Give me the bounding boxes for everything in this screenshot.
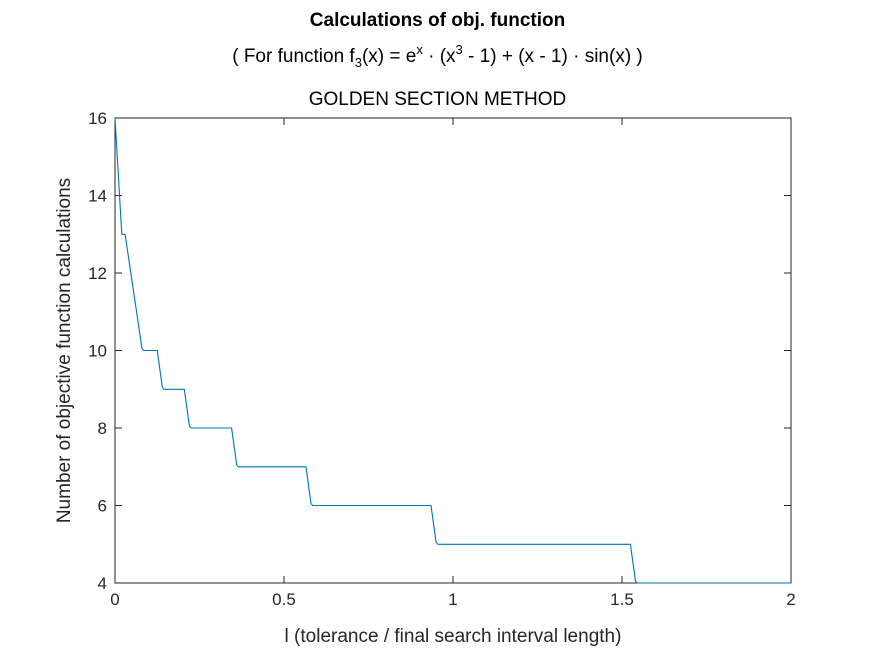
subtitle-mid1: (x) = e [361,46,417,67]
y-axis-label: Number of objective function calculation… [54,178,75,523]
x-tick-label: 1.5 [610,590,634,609]
x-tick-label: 0 [110,590,119,609]
y-tick-label: 16 [88,109,107,128]
y-tick-label: 14 [88,187,107,206]
subtitle-suffix: - 1) + (x - 1) · sin(x) ) [462,46,643,67]
y-tick-label: 8 [98,419,107,438]
y-tick-label: 4 [98,574,107,593]
series-line [114,117,791,584]
chart-title: Calculations of obj. function [309,10,566,31]
x-axis-label: l (tolerance / final search interval len… [285,626,622,647]
subtitle-superscript-2: 3 [455,42,463,57]
plot-area: 0 0.5 1 1.5 2 4 6 8 10 12 14 16 [88,109,796,609]
plot-frame [114,117,792,584]
y-tick-label: 10 [88,342,107,361]
x-tick-label: 1 [448,590,457,609]
y-tick-label: 12 [88,264,107,283]
subtitle-subscript: 3 [354,55,362,70]
method-label: GOLDEN SECTION METHOD [308,89,567,110]
subtitle-mid2: · (x [422,46,456,67]
subtitle-superscript-1: x [416,42,423,57]
x-tick-label: 0.5 [272,590,296,609]
x-tick-label: 2 [786,590,795,609]
y-tick-label: 6 [98,497,107,516]
chart-subtitle: ( For function f3(x) = ex · (x3 - 1) + (… [0,43,875,70]
subtitle-prefix: ( For function f [232,46,355,67]
